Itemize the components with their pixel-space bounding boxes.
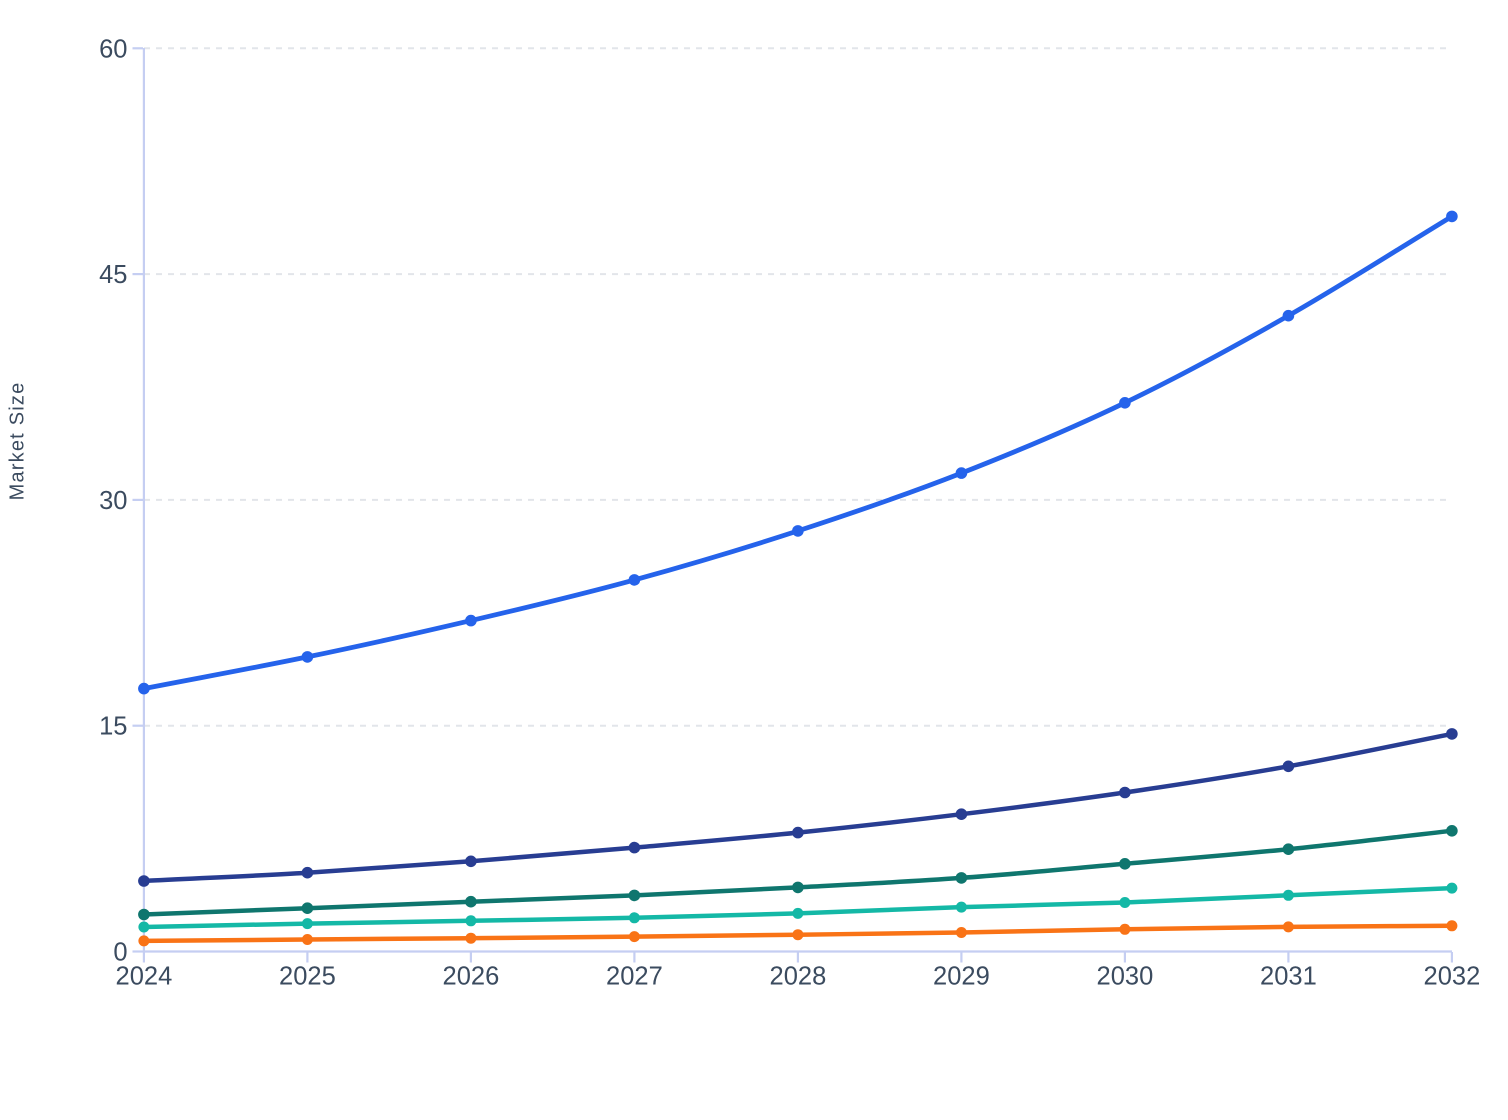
svg-text:60: 60	[99, 35, 127, 63]
svg-text:30: 30	[99, 487, 127, 515]
svg-text:2026: 2026	[443, 963, 500, 991]
svg-text:2032: 2032	[1424, 963, 1481, 991]
svg-text:2028: 2028	[770, 963, 827, 991]
svg-text:2031: 2031	[1260, 963, 1317, 991]
svg-text:2029: 2029	[933, 963, 990, 991]
svg-text:2030: 2030	[1097, 963, 1154, 991]
svg-text:2027: 2027	[606, 963, 663, 991]
svg-text:2025: 2025	[279, 963, 336, 991]
svg-text:Market Size: Market Size	[7, 382, 29, 501]
svg-text:15: 15	[99, 713, 127, 741]
svg-text:45: 45	[99, 261, 127, 289]
svg-text:0: 0	[113, 939, 127, 967]
svg-text:2024: 2024	[116, 963, 173, 991]
